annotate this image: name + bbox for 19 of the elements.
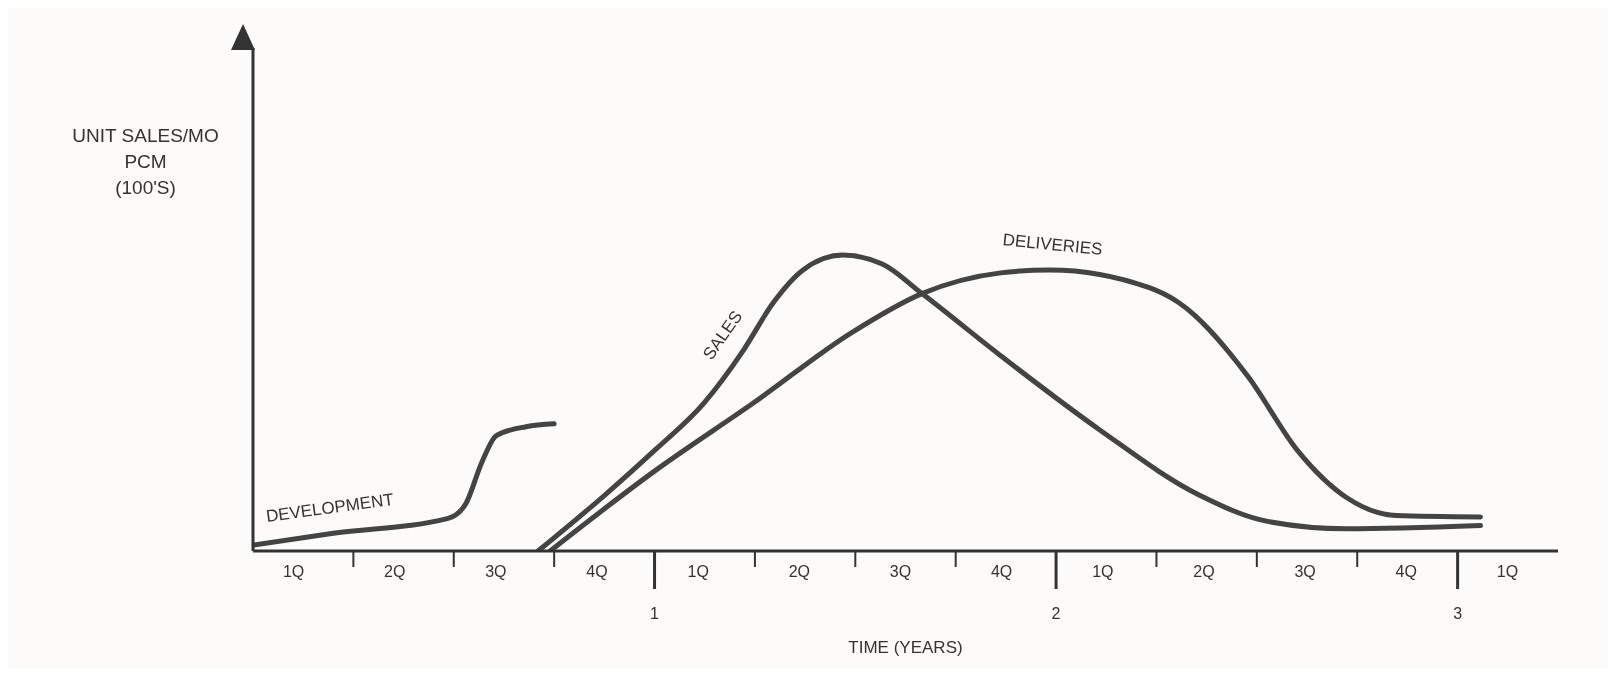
x-tick-label: 2: [1051, 605, 1061, 622]
x-tick-label: 3: [1453, 605, 1463, 622]
x-axis-title: TIME (YEARS): [848, 638, 963, 657]
text: 1Q: [686, 563, 710, 581]
text: 4Q: [585, 563, 609, 581]
text: 1Q: [1495, 563, 1520, 581]
x-tick-label: 1: [650, 605, 660, 622]
text: 1Q: [281, 563, 306, 581]
text: 2Q: [787, 563, 811, 581]
y-axis-title: UNIT SALES/MO PCM (100'S): [71, 124, 220, 200]
text: DELIVERIES: [1001, 230, 1104, 259]
text: 3Q: [888, 563, 913, 581]
text: 3Q: [1293, 563, 1317, 581]
text: 1Q: [1091, 563, 1115, 581]
text: 2Q: [383, 563, 407, 581]
text: 2Q: [1192, 563, 1216, 581]
text: 4Q: [989, 563, 1014, 581]
text: 4Q: [1394, 563, 1418, 581]
text: 3Q: [484, 563, 508, 581]
